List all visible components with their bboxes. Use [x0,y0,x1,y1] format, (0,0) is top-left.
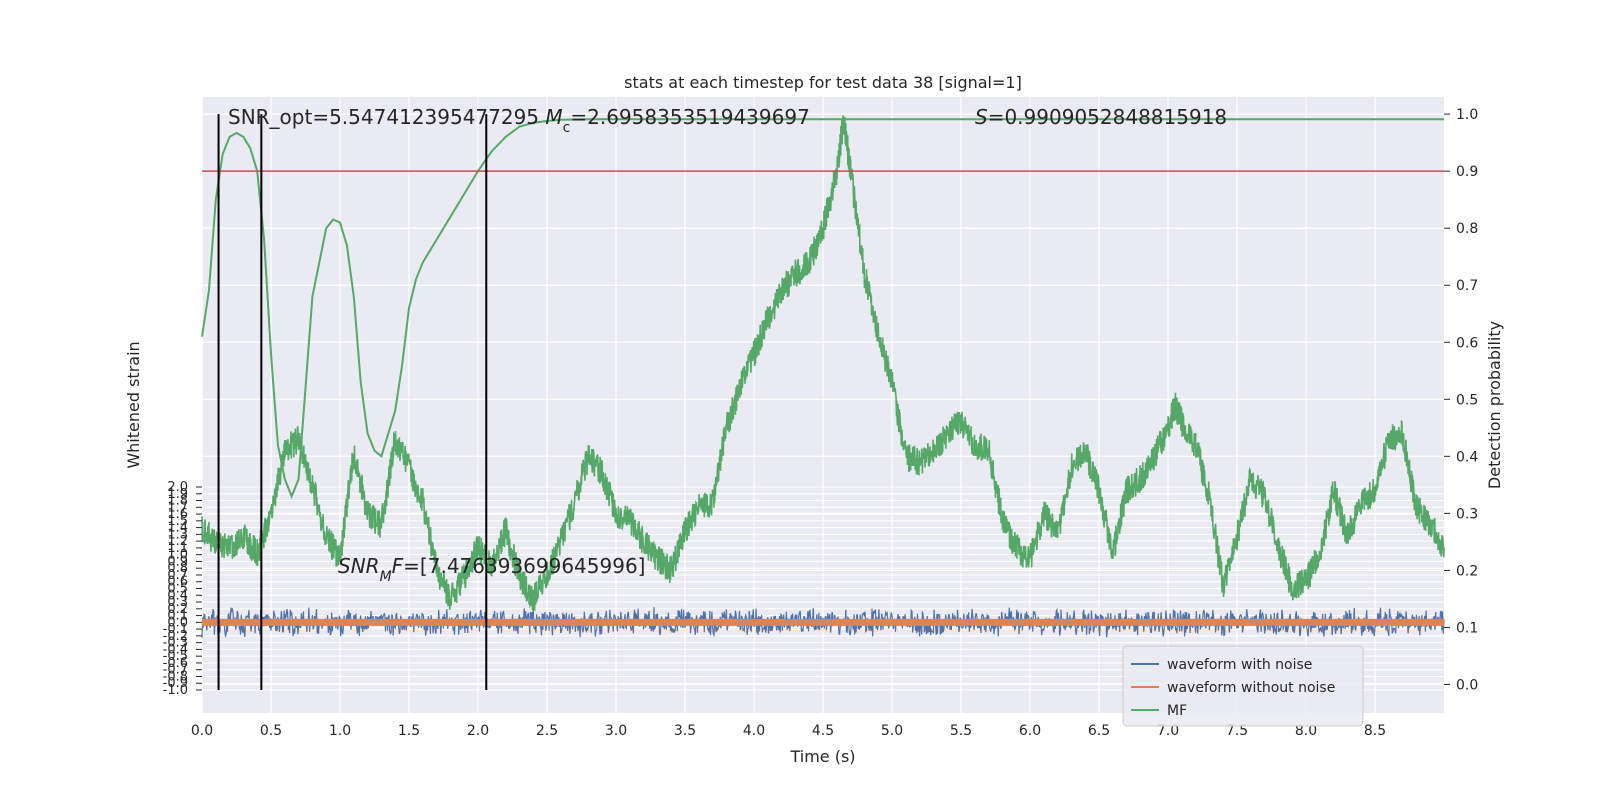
legend: waveform with noise waveform without nois… [1122,645,1364,727]
y-left-tick-label: 1.8 [167,494,188,509]
y-left-tick-label: 1.1 [167,541,188,556]
y-left-tick-label: -0.3 [163,636,188,651]
y-left-tick-label: 0.0 [167,615,188,630]
y-axis-left-label: Whitened strain [124,341,143,468]
y-left-tick-label: 0.1 [167,609,188,624]
ticks: 0.0 0.5 1.0 1.5 2.0 2.5 3.0 3.5 4.0 4.5 5.0 5.5 6.0 6… [163,107,1479,739]
x-tick-label: 5.0 [881,723,903,739]
y-left-tick-label: 2.0 [167,480,188,495]
x-tick-label: 4.5 [812,723,834,739]
x-tick-label: 2.0 [467,723,489,739]
y-left-tick-label: 1.4 [167,521,188,536]
y-left-tick-label: 0.6 [167,575,188,590]
y-left-tick-label: 1.9 [167,487,188,502]
y-right-tick-label: 0.7 [1456,278,1478,294]
x-axis-label: Time (s) [789,747,855,766]
y-left-tick-label: 1.5 [167,514,188,529]
y-right-tick-label: 0.6 [1456,335,1478,351]
y-right-tick-label: 0.8 [1456,221,1478,237]
y-left-tick-label: -0.2 [163,629,188,644]
y-left-tick-label: 0.2 [167,602,188,617]
y-left-tick-label: 0.3 [167,595,188,610]
legend-label: waveform with noise [1167,657,1312,673]
y-right-tick-label: 0.4 [1456,449,1478,465]
x-tick-label: 3.5 [674,723,696,739]
y-left-tick-label: 1.6 [167,507,188,522]
legend-label: MF [1167,703,1187,719]
x-tick-label: 0.5 [260,723,282,739]
y-left-tick-label: -0.1 [163,622,188,637]
y-left-tick-label: 1.7 [167,500,188,515]
y-left-tick-label: 1.2 [167,534,188,549]
series-waveform-with-noise [201,607,1445,639]
y-right-tick-label: 1.0 [1456,107,1478,123]
y-left-tick-label: -0.9 [163,676,188,691]
x-tick-label: 1.0 [329,723,351,739]
y-left-tick-label: 0.9 [167,554,188,569]
legend-label: waveform without noise [1167,680,1335,696]
y-left-tick-label: -0.6 [163,656,188,671]
y-right-tick-label: 0.1 [1456,620,1478,636]
annotation-s: S=0.9909052848815918 [975,105,1227,129]
x-tick-label: 8.5 [1364,723,1386,739]
y-left-tick-label: -0.8 [163,669,188,684]
y-left-tick-label: -0.7 [163,663,188,678]
legend-box [1122,645,1364,727]
y-left-tick-label: 0.7 [167,568,188,583]
y-axis-right-label: Detection probability [1485,321,1504,489]
y-left-tick-label: -0.5 [163,649,188,664]
y-right-tick-label: 0.3 [1456,506,1478,522]
x-tick-label: 7.5 [1226,723,1248,739]
reference-lines [202,114,1444,690]
y-left-tick-label: 0.4 [167,588,188,603]
y-right-tick-label: 0.0 [1456,677,1478,693]
annotation-snr-mf: SNRMF=[7.476393699645996] [338,554,646,585]
y-right-tick-label: 0.2 [1456,563,1478,579]
series-detection-probability [201,115,1445,612]
x-tick-label: 3.0 [605,723,627,739]
x-tick-label: 7.0 [1157,723,1179,739]
x-tick-label: 6.0 [1019,723,1041,739]
chart-title: stats at each timestep for test data 38 … [624,73,1022,92]
y-left-tick-label: 0.8 [167,561,188,576]
y-left-tick-label: 0.5 [167,582,188,597]
y-left-tick-label: -1.0 [163,683,188,698]
y-right-tick-label: 0.9 [1456,164,1478,180]
y-right-tick-label: 0.5 [1456,392,1478,408]
y-left-tick-label: 1.0 [167,548,188,563]
x-tick-label: 1.5 [398,723,420,739]
x-tick-label: 2.5 [536,723,558,739]
annotation-snr-opt: SNR_opt=5.547412395477295 Mc=2.695835351… [228,105,810,136]
x-tick-label: 0.0 [191,723,213,739]
x-tick-label: 4.0 [743,723,765,739]
x-tick-label: 5.5 [950,723,972,739]
x-tick-label: 6.5 [1088,723,1110,739]
x-tick-label: 8.0 [1295,723,1317,739]
y-left-tick-label: 1.3 [167,527,188,542]
y-left-tick-label: -0.4 [163,642,188,657]
